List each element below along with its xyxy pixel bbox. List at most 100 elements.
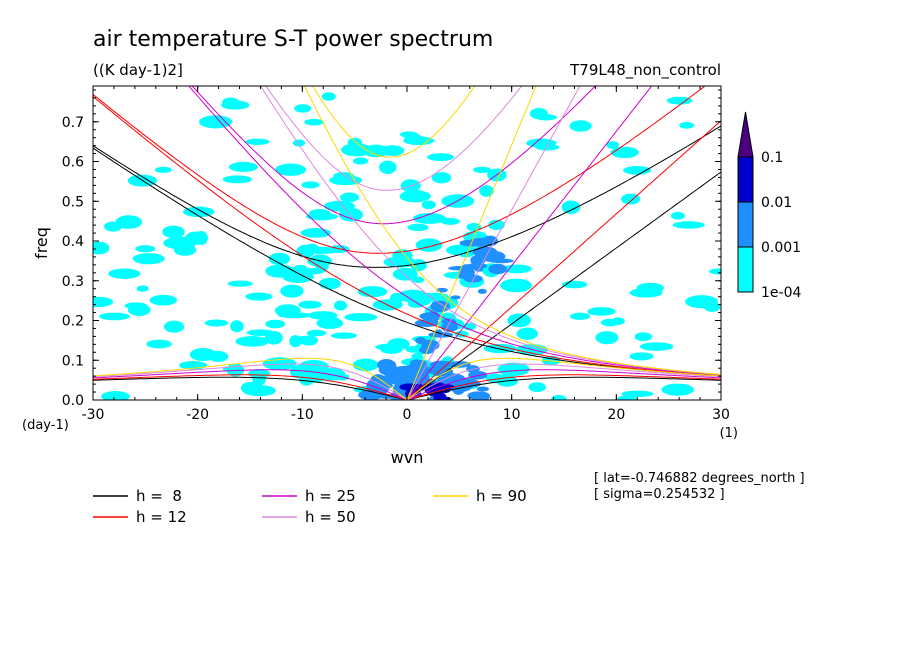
spectrum-patch-1e-04 xyxy=(195,231,208,245)
spectrum-patch-0.001 xyxy=(477,288,487,294)
spectrum-patch-1e-04 xyxy=(526,138,557,148)
spectrum-patch-1e-04 xyxy=(208,351,229,363)
spectrum-patch-1e-04 xyxy=(245,292,273,301)
spectrum-patch-1e-04 xyxy=(670,211,685,220)
spectrum-patch-1e-04 xyxy=(569,120,592,132)
spectrum-patch-0.001 xyxy=(488,263,508,275)
spectrum-patch-1e-04 xyxy=(275,163,307,176)
spectrum-patch-0.001 xyxy=(441,318,457,325)
spectrum-patch-1e-04 xyxy=(280,284,304,298)
spectrum-field xyxy=(93,92,721,400)
spectrum-patch-1e-04 xyxy=(403,136,435,146)
info-lat: [ lat=-0.746882 degrees_north ] xyxy=(594,471,805,486)
spectrum-patch-0.001 xyxy=(467,391,491,400)
spectrum-patch-1e-04 xyxy=(222,175,252,184)
dispersion-curve-kelvin xyxy=(406,86,581,400)
spectrum-patch-1e-04 xyxy=(500,278,533,293)
spectrum-patch-1e-04 xyxy=(352,157,369,165)
spectrum-patch-1e-04 xyxy=(685,295,719,309)
spectrum-patch-1e-04 xyxy=(621,390,654,398)
legend: h = 8 h = 12 h = 25 h = 50 h = 90 xyxy=(93,487,527,526)
spectrum-patch-1e-04 xyxy=(132,253,165,265)
legend-label: h = 90 xyxy=(476,487,527,505)
spectrum-patch-1e-04 xyxy=(485,373,505,383)
spectrum-patch-1e-04 xyxy=(679,121,695,129)
spectrum-patch-1e-04 xyxy=(164,320,185,333)
spectrum-patch-1e-04 xyxy=(265,319,286,329)
dispersion-curve-er1 xyxy=(93,357,721,400)
x-axis-ticks: -30 -20 -10 0 10 20 30 xyxy=(82,86,730,423)
spectrum-patch-1e-04 xyxy=(136,285,149,292)
spectrum-patch-1e-04 xyxy=(240,381,261,395)
spectrum-patch-1e-04 xyxy=(479,185,494,197)
spectrum-patch-1e-04 xyxy=(421,200,436,210)
dispersion-curve-kelvin xyxy=(406,171,721,400)
spectrum-patch-0.001 xyxy=(409,359,423,368)
spectrum-patch-1e-04 xyxy=(629,288,663,298)
spectrum-patch-1e-04 xyxy=(666,96,693,105)
spectrum-patch-1e-04 xyxy=(606,141,620,149)
spectrum-patch-1e-04 xyxy=(661,383,695,396)
x-tick-label: 30 xyxy=(712,407,730,423)
spectrum-patch-1e-04 xyxy=(528,382,546,392)
spectrum-patch-0.001 xyxy=(394,365,419,372)
spectrum-patch-1e-04 xyxy=(245,138,270,145)
spectrum-patch-1e-04 xyxy=(338,208,364,222)
dispersion-curve-ig1 xyxy=(265,86,523,191)
dispersion-curves xyxy=(93,86,721,400)
spectrum-patch-0.01 xyxy=(399,383,420,391)
y-unit-label: (day-1) xyxy=(22,418,69,433)
x-unit-label: (1) xyxy=(720,426,738,441)
spectrum-patch-1e-04 xyxy=(299,335,319,346)
spectrum-patch-1e-04 xyxy=(149,294,178,306)
spectrum-patch-1e-04 xyxy=(497,362,530,377)
spectrum-patch-1e-04 xyxy=(329,175,363,186)
spectrum-patch-1e-04 xyxy=(98,312,130,321)
spectrum-patch-1e-04 xyxy=(204,319,229,327)
spectrum-patch-1e-04 xyxy=(412,212,447,224)
spectrum-patch-1e-04 xyxy=(639,342,674,351)
spectrum-patch-1e-04 xyxy=(221,100,250,110)
dispersion-curve-ig1 xyxy=(93,125,721,268)
spectrum-patch-1e-04 xyxy=(595,331,619,345)
spectrum-patch-1e-04 xyxy=(115,215,143,229)
spectrum-patch-1e-04 xyxy=(344,313,378,322)
spectrum-patch-1e-04 xyxy=(252,372,266,386)
spectrum-patch-1e-04 xyxy=(561,200,581,214)
spectrum-patch-1e-04 xyxy=(516,327,539,340)
spectrum-patch-1e-04 xyxy=(282,270,314,283)
spectrum-patch-0.001 xyxy=(398,371,423,382)
spectrum-patch-0.001 xyxy=(450,295,461,300)
spectrum-patch-1e-04 xyxy=(228,161,258,172)
spectrum-patch-1e-04 xyxy=(265,330,283,345)
run-label: T79L48_non_control xyxy=(569,61,721,80)
dispersion-curve-kelvin xyxy=(406,86,537,400)
spectrum-patch-1e-04 xyxy=(296,244,316,258)
spectrum-patch-1e-04 xyxy=(289,365,312,379)
spectrum-patch-1e-04 xyxy=(380,145,405,157)
dispersion-curve-er1 xyxy=(93,363,721,400)
dispersion-curve-ig1 xyxy=(312,86,476,158)
spectrum-patch-0.001 xyxy=(428,331,454,338)
y-tick-label: 0.0 xyxy=(62,393,84,409)
dispersion-curve-group xyxy=(93,86,721,400)
dispersion-curve-ig1 xyxy=(93,86,706,254)
spectrum-patch-1e-04 xyxy=(399,190,431,203)
y-axis-ticks: 0.0 0.1 0.2 0.3 0.4 0.5 0.6 0.7 xyxy=(62,89,721,409)
spectrum-patch-1e-04 xyxy=(304,118,324,126)
spectrum-patch-1e-04 xyxy=(488,219,505,230)
y-tick-label: 0.7 xyxy=(62,115,84,131)
spectrum-patch-1e-04 xyxy=(323,200,355,212)
spectrum-patch-0.001 xyxy=(468,237,495,247)
x-tick-label: 20 xyxy=(607,407,625,423)
spectrum-patch-1e-04 xyxy=(274,304,301,318)
spectrum-patch-1e-04 xyxy=(93,296,114,308)
spectrum-patch-1e-04 xyxy=(622,166,652,175)
spectrum-patch-1e-04 xyxy=(124,302,148,310)
dispersion-curve-kelvin xyxy=(406,86,653,400)
spectrum-patch-1e-04 xyxy=(415,238,443,252)
spectrum-patch-1e-04 xyxy=(162,225,185,239)
spectrum-patch-1e-04 xyxy=(405,345,422,353)
spectrum-patch-1e-04 xyxy=(339,192,360,203)
dispersion-curve-er1 xyxy=(93,374,721,400)
